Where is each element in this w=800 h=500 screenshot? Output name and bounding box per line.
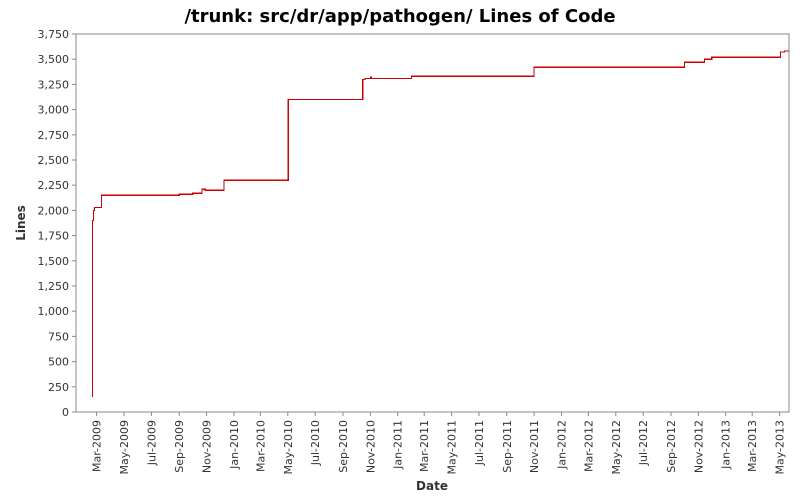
y-tick-label: 3,750 <box>38 28 70 41</box>
x-tick-label: Mar-2012 <box>582 420 595 472</box>
y-tick-label: 2,250 <box>38 179 70 192</box>
y-tick-label: 3,000 <box>38 104 70 117</box>
series-layer <box>92 50 789 397</box>
x-tick-label: May-2012 <box>610 420 623 475</box>
x-tick-label: Jan-2013 <box>720 420 733 470</box>
chart-title: /trunk: src/dr/app/pathogen/ Lines of Co… <box>184 6 615 27</box>
x-tick-label: Nov-2011 <box>528 420 541 473</box>
x-tick-label: Nov-2010 <box>364 420 377 473</box>
plot-area <box>75 33 790 413</box>
x-tick-label: May-2010 <box>282 420 295 475</box>
x-tick-label: Sep-2010 <box>337 420 350 473</box>
y-tick-label: 1,500 <box>38 255 70 268</box>
x-tick-label: May-2009 <box>118 420 131 475</box>
y-tick-label: 250 <box>48 381 69 394</box>
y-tick-label: 750 <box>48 330 69 343</box>
y-tick-label: 1,750 <box>38 230 70 243</box>
x-tick-label: Jan-2012 <box>556 420 569 470</box>
y-tick-label: 3,500 <box>38 53 70 66</box>
x-tick-label: Sep-2011 <box>501 420 514 473</box>
x-tick-label: Mar-2013 <box>746 420 759 472</box>
y-tick-label: 0 <box>62 406 69 419</box>
x-tick-label: Jan-2010 <box>228 420 241 470</box>
x-tick-label: Jul-2009 <box>145 420 158 466</box>
y-tick-label: 1,000 <box>38 305 70 318</box>
x-tick-label: May-2011 <box>446 420 459 475</box>
x-axis: Mar-2009 May-2009 Jul-2009 Sep-2009 Nov-2009… <box>91 412 787 475</box>
x-tick-label: Jul-2010 <box>309 420 322 466</box>
series-line <box>92 50 789 397</box>
x-tick-label: Nov-2009 <box>201 420 214 473</box>
x-tick-label: Jan-2011 <box>392 420 405 470</box>
x-tick-label: Mar-2009 <box>91 420 104 472</box>
x-tick-label: Jul-2012 <box>637 420 650 466</box>
x-tick-label: Jul-2011 <box>473 420 486 466</box>
x-tick-label: May-2013 <box>774 420 787 475</box>
y-axis-title: Lines <box>14 205 28 241</box>
x-tick-label: Sep-2012 <box>665 420 678 473</box>
x-axis-title: Date <box>416 479 448 493</box>
y-axis: 0 250 500 750 1,000 1,250 1,500 1,750 2,000 2,250… <box>38 28 76 419</box>
x-tick-label: Nov-2012 <box>692 420 705 473</box>
y-tick-label: 500 <box>48 356 69 369</box>
y-tick-label: 2,500 <box>38 154 70 167</box>
x-tick-label: Sep-2009 <box>173 420 186 473</box>
x-tick-label: Mar-2011 <box>418 420 431 472</box>
y-tick-label: 1,250 <box>38 280 70 293</box>
x-tick-label: Mar-2010 <box>254 420 267 472</box>
y-tick-label: 2,750 <box>38 129 70 142</box>
y-tick-label: 3,250 <box>38 78 70 91</box>
y-tick-label: 2,000 <box>38 204 70 217</box>
